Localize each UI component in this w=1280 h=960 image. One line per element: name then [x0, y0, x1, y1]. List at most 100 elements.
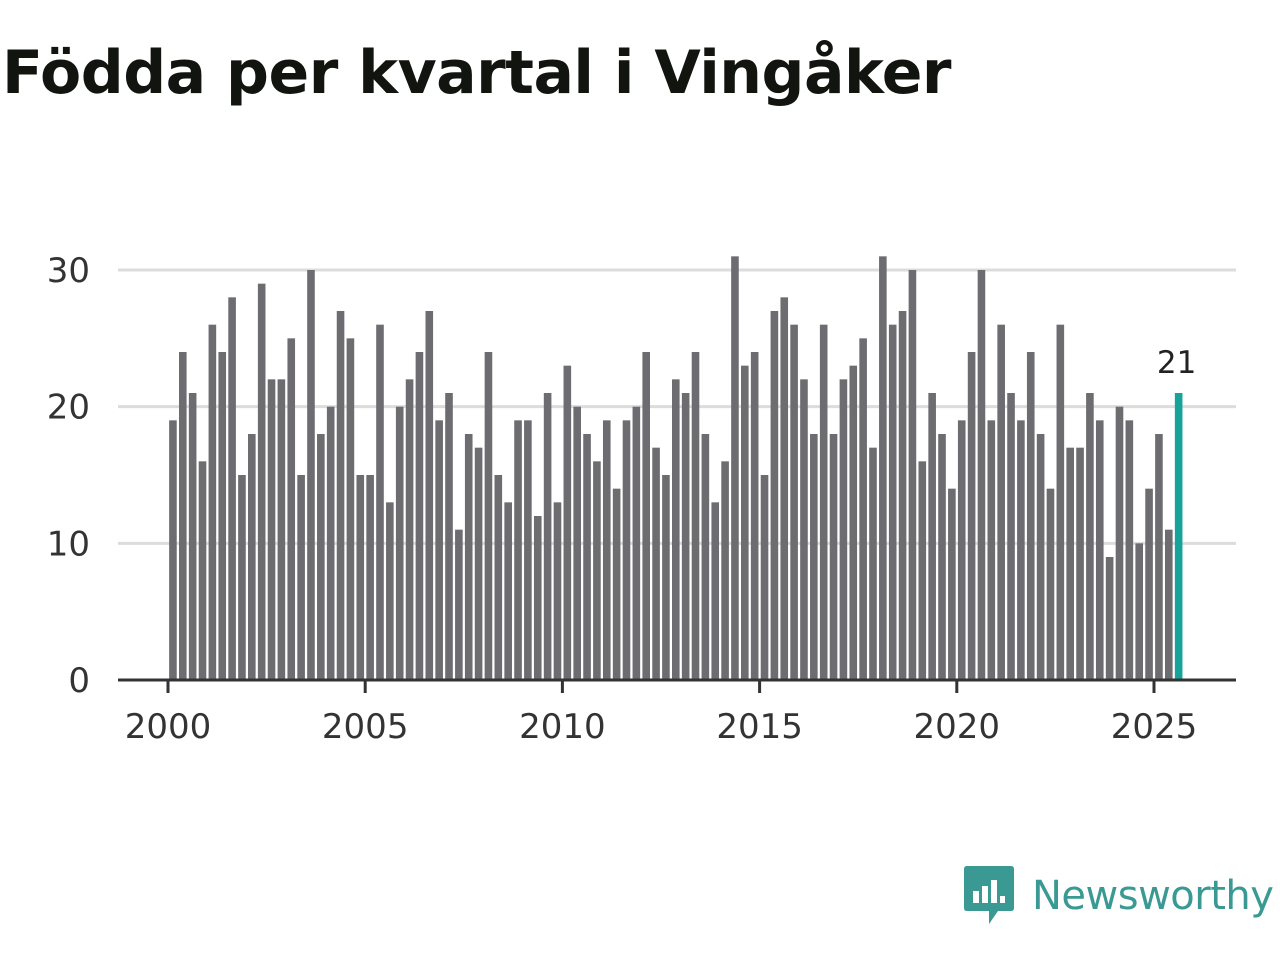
bar	[464, 434, 473, 680]
bar-highlight	[1174, 393, 1183, 680]
bar	[1066, 447, 1074, 680]
bar	[474, 447, 483, 680]
bar	[957, 420, 966, 680]
bar	[356, 475, 365, 680]
bar	[1076, 447, 1084, 680]
bar	[445, 393, 453, 680]
bar	[307, 270, 315, 680]
bar	[938, 434, 946, 680]
bar	[504, 502, 512, 680]
bar	[612, 488, 621, 680]
y-tick-label-20: 20	[47, 388, 90, 428]
bar	[1145, 488, 1153, 680]
bar	[731, 256, 739, 680]
bar	[750, 352, 759, 680]
bar	[967, 352, 976, 680]
bar	[553, 502, 562, 680]
bar	[671, 379, 680, 680]
bar	[741, 365, 749, 680]
bar	[701, 434, 710, 680]
bar	[415, 352, 424, 680]
bar	[366, 475, 374, 680]
bar	[425, 311, 434, 680]
bar	[997, 324, 1005, 680]
bar	[721, 461, 729, 680]
highlight-value-label: 21	[1157, 345, 1196, 381]
bar	[602, 420, 611, 680]
bar	[395, 406, 404, 680]
bar	[1105, 557, 1114, 680]
bar	[1056, 324, 1065, 680]
bar	[563, 365, 572, 680]
bar	[376, 324, 384, 680]
bar	[859, 338, 867, 680]
chart-title: Födda per kvartal i Vingåker	[2, 38, 952, 108]
bar	[169, 420, 177, 680]
bar	[849, 365, 858, 680]
x-tick-label-2020: 2020	[914, 707, 1001, 747]
bar	[829, 434, 838, 680]
bar	[1164, 529, 1173, 680]
bar	[1086, 393, 1094, 680]
bar	[514, 420, 522, 680]
bar	[770, 311, 779, 680]
bar	[326, 406, 335, 680]
bar	[455, 529, 463, 680]
bar	[494, 475, 503, 680]
bar	[435, 420, 443, 680]
bar	[248, 434, 256, 680]
bar	[1125, 420, 1134, 680]
labels: 0 10 20 30 21 2000 2005 2010 2015 2020 2025	[47, 251, 1198, 747]
bar	[928, 393, 936, 680]
bar	[662, 475, 670, 680]
bar	[879, 256, 887, 680]
bar	[780, 297, 789, 680]
bar	[800, 379, 808, 680]
bar	[484, 352, 493, 680]
bar	[317, 434, 325, 680]
bar	[1155, 434, 1163, 680]
axes	[118, 678, 1236, 693]
bar	[1115, 406, 1124, 680]
bar	[533, 516, 542, 680]
x-tick-label-2000: 2000	[125, 707, 212, 747]
y-tick-label-0: 0	[68, 661, 90, 701]
bar	[819, 324, 828, 680]
bar	[386, 502, 394, 680]
bar	[1017, 420, 1025, 680]
brand-name: Newsworthy	[1032, 873, 1274, 919]
bar	[593, 461, 601, 680]
bar	[178, 352, 187, 680]
x-tick-label-2005: 2005	[322, 707, 409, 747]
x-tick-label-2025: 2025	[1111, 707, 1198, 747]
bar	[642, 352, 651, 680]
bar	[1046, 488, 1055, 680]
bar	[208, 324, 217, 680]
bar	[228, 297, 236, 680]
bar	[1036, 434, 1045, 680]
bar	[1026, 352, 1035, 680]
bar	[632, 406, 641, 680]
bar	[711, 502, 720, 680]
bar	[346, 338, 355, 680]
bar	[267, 379, 276, 680]
brand-logo: Newsworthy	[964, 866, 1274, 926]
y-tick-label-10: 10	[47, 524, 90, 564]
bar	[405, 379, 414, 680]
bar	[888, 324, 897, 680]
bar	[238, 475, 246, 680]
bar	[839, 379, 848, 680]
bar	[573, 406, 581, 680]
x-tick-label-2015: 2015	[716, 707, 803, 747]
bar	[790, 324, 798, 680]
bar	[948, 488, 956, 680]
bar	[908, 270, 917, 680]
bar	[524, 420, 532, 680]
bar	[652, 447, 660, 680]
bar	[1095, 420, 1104, 680]
bar	[336, 311, 345, 680]
bar	[760, 475, 769, 680]
bar	[987, 420, 996, 680]
x-tick-label-2010: 2010	[519, 707, 606, 747]
